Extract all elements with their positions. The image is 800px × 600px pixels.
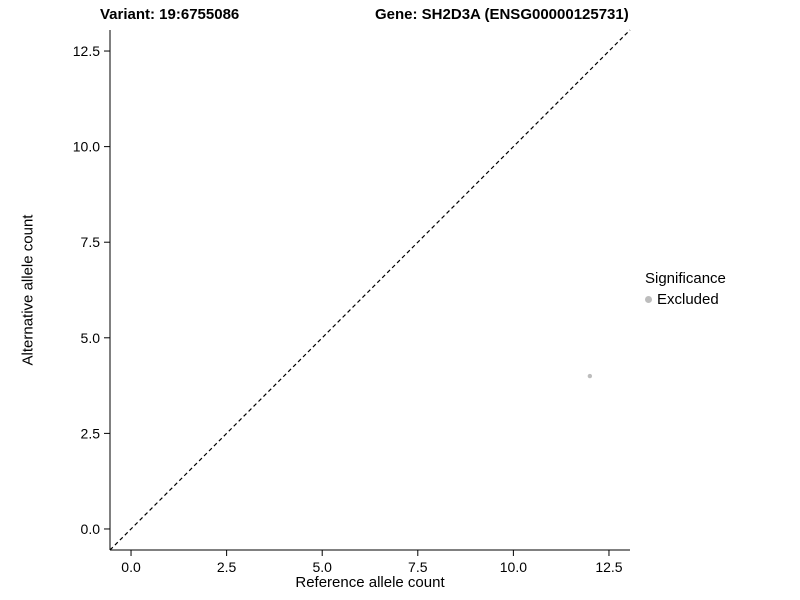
legend-entry-label: Excluded (657, 291, 719, 308)
legend-title: Significance (645, 270, 726, 287)
svg-text:5.0: 5.0 (81, 330, 101, 346)
svg-text:0.0: 0.0 (121, 559, 141, 575)
svg-text:7.5: 7.5 (408, 559, 428, 575)
y-axis-title: Alternative allele count (19, 214, 37, 366)
svg-text:2.5: 2.5 (81, 425, 101, 441)
svg-text:10.0: 10.0 (500, 559, 527, 575)
legend: Significance Excluded (645, 270, 726, 308)
svg-text:5.0: 5.0 (312, 559, 332, 575)
svg-text:10.0: 10.0 (73, 139, 100, 155)
svg-text:12.5: 12.5 (73, 43, 100, 59)
legend-entry-excluded: Excluded (645, 291, 726, 308)
svg-text:0.0: 0.0 (81, 521, 101, 537)
gene-title: Gene: SH2D3A (ENSG00000125731) (375, 6, 629, 23)
svg-text:12.5: 12.5 (595, 559, 622, 575)
x-axis-title: Reference allele count (295, 574, 445, 591)
svg-text:7.5: 7.5 (81, 234, 101, 250)
variant-title: Variant: 19:6755086 (100, 6, 240, 23)
excluded-point-icon (645, 296, 652, 303)
svg-text:2.5: 2.5 (217, 559, 237, 575)
